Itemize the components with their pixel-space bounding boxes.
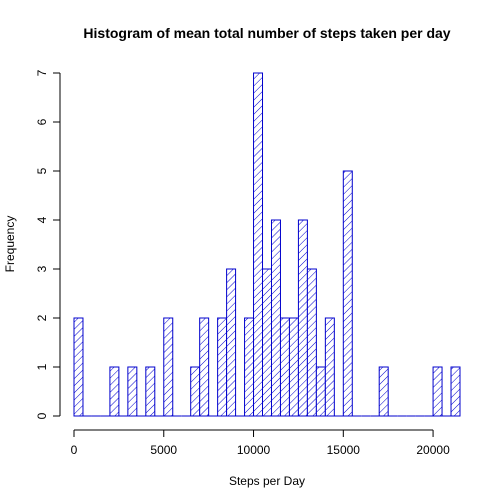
histogram-bar <box>324 317 335 417</box>
histogram-bar <box>315 366 326 417</box>
histogram-bar <box>199 317 210 417</box>
chart-title: Histogram of mean total number of steps … <box>83 25 450 41</box>
histogram-bar <box>73 317 84 417</box>
histogram-bar <box>432 366 443 417</box>
y-axis: 0 1 2 3 4 5 6 7 <box>35 69 61 419</box>
x-tick-label: 20000 <box>416 443 450 457</box>
histogram-bar <box>190 366 201 417</box>
histogram-bar <box>253 72 264 417</box>
histogram-bar <box>342 170 353 417</box>
x-tick-label: 10000 <box>237 443 271 457</box>
x-tick-label: 5000 <box>150 443 177 457</box>
y-tick-label: 5 <box>35 167 49 174</box>
y-tick-label: 2 <box>35 314 49 321</box>
x-tick-label: 0 <box>71 443 78 457</box>
x-axis: 0 5000 10000 15000 20000 <box>71 429 450 457</box>
y-tick-label: 1 <box>35 363 49 370</box>
y-tick-label: 4 <box>35 216 49 223</box>
histogram-bar <box>450 366 461 417</box>
histogram-bar <box>306 268 317 417</box>
y-tick-label: 6 <box>35 118 49 125</box>
histogram-bar <box>288 317 299 417</box>
bars <box>73 72 461 417</box>
histogram-bar <box>217 317 228 417</box>
histogram-bar <box>127 366 138 417</box>
histogram-bar <box>226 268 237 417</box>
histogram-bar <box>270 219 281 417</box>
y-tick-label: 0 <box>35 412 49 419</box>
histogram-bar <box>244 317 255 417</box>
y-tick-label: 3 <box>35 265 49 272</box>
y-axis-label: Frequency <box>3 216 17 273</box>
x-axis-label: Steps per Day <box>229 474 305 488</box>
histogram-bar <box>262 268 272 417</box>
histogram-bar <box>145 366 156 417</box>
histogram-bar <box>297 219 308 417</box>
histogram-bar <box>109 366 120 417</box>
histogram-bar <box>378 366 389 417</box>
histogram-bar <box>163 317 174 417</box>
y-tick-label: 7 <box>35 69 49 76</box>
x-tick-label: 15000 <box>327 443 361 457</box>
histogram-bar <box>279 317 290 417</box>
